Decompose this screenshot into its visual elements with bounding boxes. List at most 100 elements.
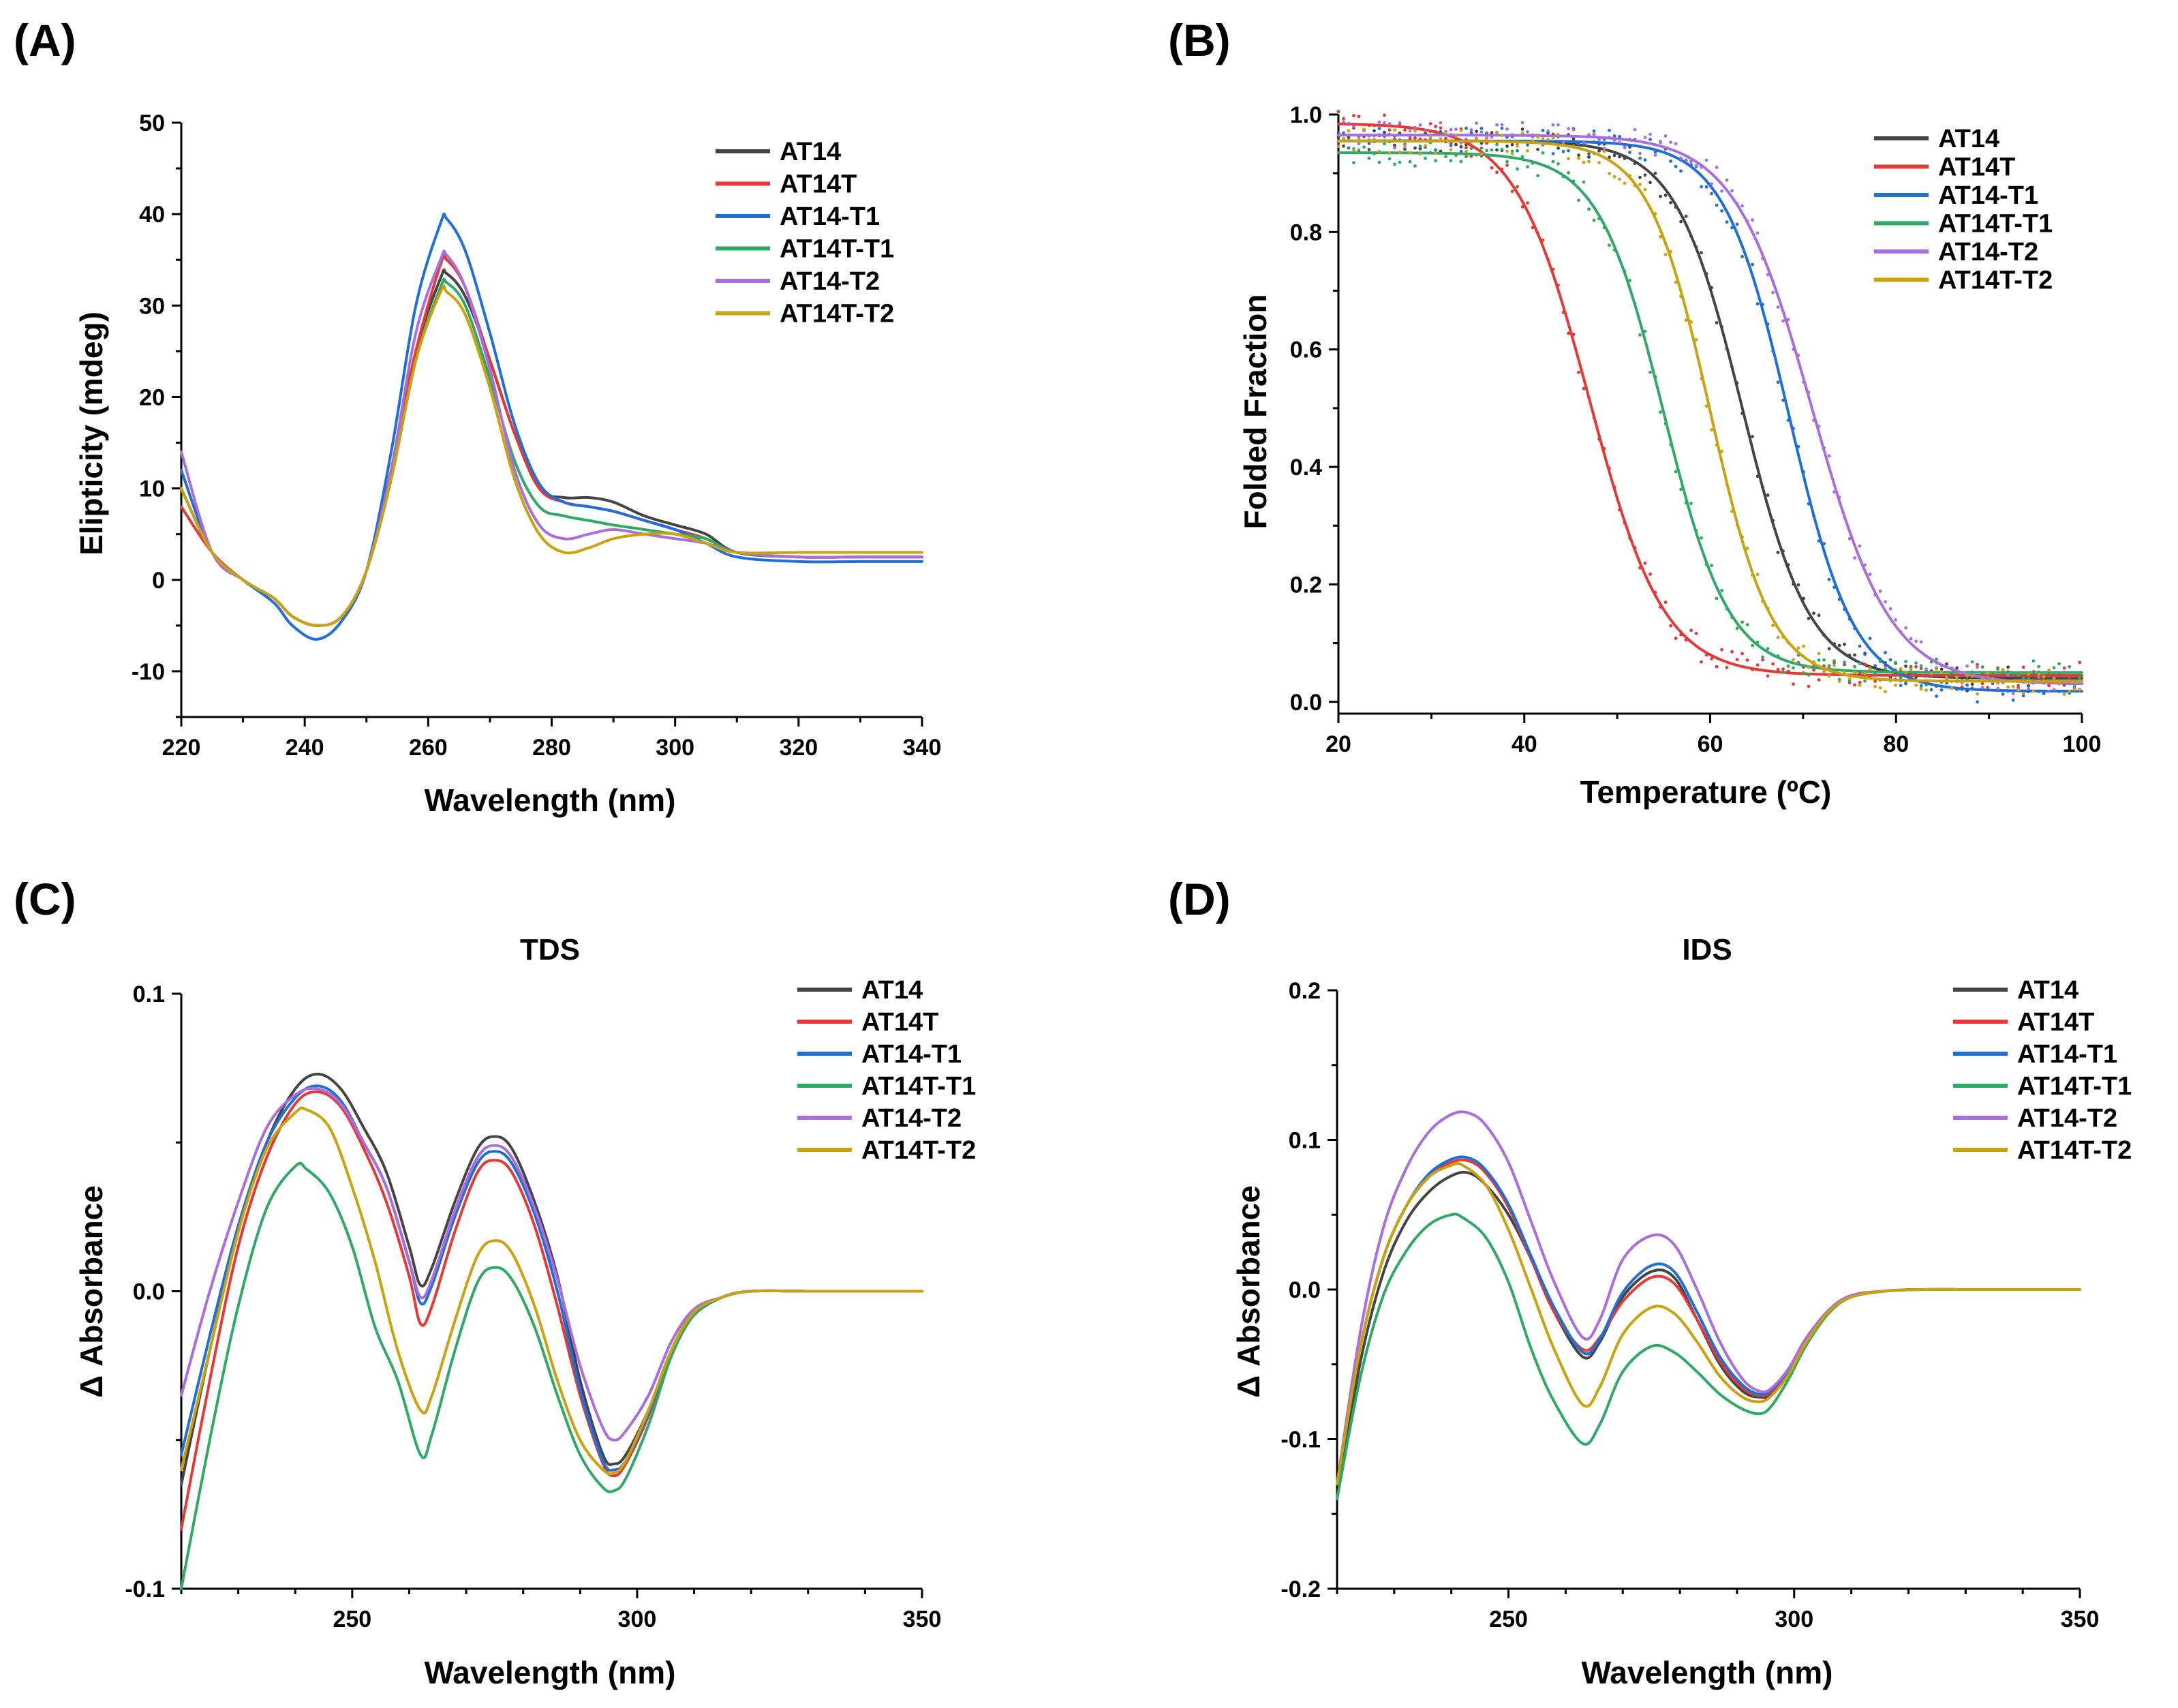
panel-c-legend: AT14 AT14T AT14-T1 AT14T-T1 AT14-T2 AT14T-T2 bbox=[797, 976, 976, 1165]
panel-b-at14t-data-point bbox=[1674, 637, 1678, 640]
panel-c-legend-label-at14t-t1: AT14T-T1 bbox=[861, 1072, 976, 1101]
panel-b-at14t-t2-data-point bbox=[1408, 151, 1412, 155]
panel-b-at14-t2-data-point bbox=[1868, 573, 1872, 576]
panel-b-at14t-t2-data-point bbox=[1418, 152, 1422, 156]
panel-b-at14-t2-data-point bbox=[1751, 218, 1754, 222]
panel-b-at14t-t2-data-point bbox=[1352, 148, 1355, 152]
panel-b-at14t-data-point bbox=[1342, 117, 1345, 121]
panel-b-at14t-t1-data-point bbox=[1434, 159, 1437, 163]
panel-c-plot bbox=[180, 1072, 923, 1590]
panel-b-at14t-t2-data-point bbox=[1597, 161, 1601, 165]
panel-b-at14t-t2-data-point bbox=[1516, 144, 1519, 148]
panel-b-at14t-t1-data-point bbox=[2052, 666, 2056, 670]
panel-b-at14-t1-data-point bbox=[1367, 142, 1371, 145]
panel-b-at14t-t1-data-point bbox=[1924, 683, 1928, 687]
panel-b-at14-data-point bbox=[2006, 665, 2010, 669]
panel-b-at14t-t1-data-point bbox=[1720, 588, 1723, 592]
panel-b-at14t-t2-data-point bbox=[1618, 177, 1621, 181]
panel-b-at14t-t2-data-point bbox=[1904, 671, 1907, 675]
panel-b-at14-t1-data-point bbox=[1618, 135, 1621, 138]
panel-b-at14-t1-data-point bbox=[1567, 149, 1570, 153]
panel-b-at14t-data-point bbox=[1735, 658, 1739, 662]
panel-b-at14t-t2-data-point bbox=[2016, 688, 2020, 692]
panel-b-at14t-t1-data-point bbox=[1387, 157, 1392, 161]
panel-b-at14t-t2-data-point bbox=[2068, 690, 2071, 693]
panel-b-at14-data-point bbox=[1475, 129, 1478, 134]
panel-b-at14t-t1-data-point bbox=[1485, 149, 1488, 153]
panel-d-legend-label-at14-t1: AT14-T1 bbox=[2017, 1040, 2117, 1069]
panel-b-at14-data-point bbox=[1403, 147, 1407, 151]
panel-b-at14t-data-point bbox=[1582, 386, 1586, 391]
panel-b-at14-t2-data-point bbox=[1449, 127, 1453, 132]
panel-b-at14t-data-point bbox=[1986, 686, 1989, 690]
panel-b-at14t-t2-data-point bbox=[1924, 688, 1928, 692]
panel-b-at14-t2-data-point bbox=[1398, 121, 1402, 125]
panel-b-at14t-t2-data-point bbox=[1704, 404, 1708, 408]
panel-b-at14t-t1-data-point bbox=[1884, 667, 1887, 671]
panel-b-at14t-t1-data-point bbox=[1745, 623, 1749, 627]
panel-b-at14t-data-point bbox=[2062, 666, 2066, 670]
panel-b-at14t-t2-data-point bbox=[1459, 129, 1463, 133]
panel-b-at14t-t2-data-point bbox=[1684, 318, 1688, 322]
panel-b-at14t-t2-data-point bbox=[1608, 172, 1611, 176]
panel-b-at14-t2-data-point bbox=[1659, 140, 1662, 144]
panel-b-at14t-data-point bbox=[1771, 662, 1775, 666]
panel-b-at14t-t2-data-point bbox=[1827, 674, 1831, 678]
panel-b-at14t-data-point bbox=[1715, 665, 1719, 669]
panel-b-at14-data-point bbox=[1700, 251, 1703, 255]
panel-b-at14t-data-point bbox=[1766, 674, 1770, 678]
panel-b-y-tick-label: 0.6 bbox=[1290, 337, 1322, 363]
panel-d-legend-label-at14: AT14 bbox=[2017, 976, 2079, 1005]
panel-d-y-tick-label: 0.2 bbox=[1289, 978, 1321, 1004]
panel-b-at14t-t1-data-point bbox=[2037, 665, 2040, 669]
panel-b-at14-t1-data-point bbox=[1740, 255, 1744, 258]
panel-b-at14-data-point bbox=[1608, 155, 1611, 159]
panel-b-at14t-t1-data-point bbox=[1751, 643, 1754, 647]
panel-b-at14-t2-data-point bbox=[1976, 665, 1979, 669]
panel-b-at14-t2-data-point bbox=[2052, 688, 2056, 692]
panel-b-x-axis-title: Temperature (ºC) bbox=[1580, 774, 1832, 810]
panel-b-axes: 20 40 60 80 100 0.0 0.2 0.4 0.6 0.8 1.0 bbox=[1290, 102, 2102, 757]
panel-b-at14-t2-data-point bbox=[1408, 129, 1412, 133]
panel-b-at14t-data-point bbox=[1428, 122, 1432, 125]
panel-d-legend-label-at14t-t2: AT14T-T2 bbox=[2017, 1136, 2132, 1165]
panel-b-x-tick-label: 60 bbox=[1698, 731, 1723, 757]
panel-b-at14t-t1-data-point bbox=[1638, 333, 1642, 337]
panel-b-at14-t2-data-point bbox=[1884, 600, 1887, 604]
panel-a-x-tick-label: 300 bbox=[656, 735, 694, 761]
panel-b-at14-t2-data-point bbox=[1469, 128, 1473, 132]
panel-d: (D) IDS Wavelength (nm) Δ Absorbance 250… bbox=[1168, 874, 2132, 1690]
panel-b-y-tick-label: 0.0 bbox=[1290, 690, 1322, 716]
panel-b-at14-t2-data-point bbox=[1439, 121, 1443, 125]
panel-b-at14t-t2-data-point bbox=[1976, 692, 1979, 696]
panel-b-at14t-t1-data-point bbox=[1469, 147, 1473, 151]
panel-d-y-tick-label: -0.2 bbox=[1280, 1576, 1321, 1602]
panel-b-at14-t1-data-point bbox=[1459, 149, 1463, 153]
panel-b-at14t-data-point bbox=[1439, 126, 1443, 130]
panel-b-at14t-t1-data-point bbox=[1659, 410, 1662, 414]
panel-d-x-tick-label: 350 bbox=[2061, 1606, 2100, 1632]
panel-b-at14t-t1-data-point bbox=[2027, 677, 2030, 681]
panel-a-y-tick-label: 50 bbox=[139, 110, 165, 136]
panel-b-x-tick-label: 80 bbox=[1883, 731, 1909, 757]
panel-b-at14-t2-data-point bbox=[1352, 125, 1355, 129]
panel-b-at14-t1-data-point bbox=[1704, 185, 1708, 189]
panel-b-at14t-t1-data-point bbox=[1832, 659, 1836, 662]
panel-b: (B) Temperature (ºC) Folded Fraction 20 4… bbox=[1168, 15, 2101, 810]
panel-b-at14-t1-data-point bbox=[1935, 695, 1938, 698]
panel-b-at14t-t1-data-point bbox=[1786, 665, 1790, 668]
panel-b-at14-t1-data-point bbox=[1710, 192, 1713, 196]
panel-b-at14-t1-data-point bbox=[1899, 684, 1903, 688]
panel-b-at14-data-point bbox=[1669, 200, 1672, 204]
panel-c: (C) TDS Wavelength (nm) Δ Absorbance 250… bbox=[14, 874, 976, 1690]
panel-b-at14t-t2-data-point bbox=[1510, 152, 1514, 155]
panel-b-y-tick-label: 1.0 bbox=[1290, 102, 1322, 128]
panel-b-at14t-t2-data-point bbox=[1822, 669, 1826, 673]
panel-b-at14t-t1-data-point bbox=[1490, 148, 1494, 152]
panel-b-at14-t2-data-point bbox=[1704, 158, 1708, 162]
panel-b-at14t-t1-data-point bbox=[2057, 662, 2061, 666]
panel-b-at14t-t2-data-point bbox=[1546, 138, 1550, 142]
panel-b-at14-t1-data-point bbox=[1827, 577, 1831, 581]
panel-d-y-tick-label: 0.1 bbox=[1289, 1128, 1321, 1154]
panel-b-at14t-data-point bbox=[1914, 665, 1918, 669]
